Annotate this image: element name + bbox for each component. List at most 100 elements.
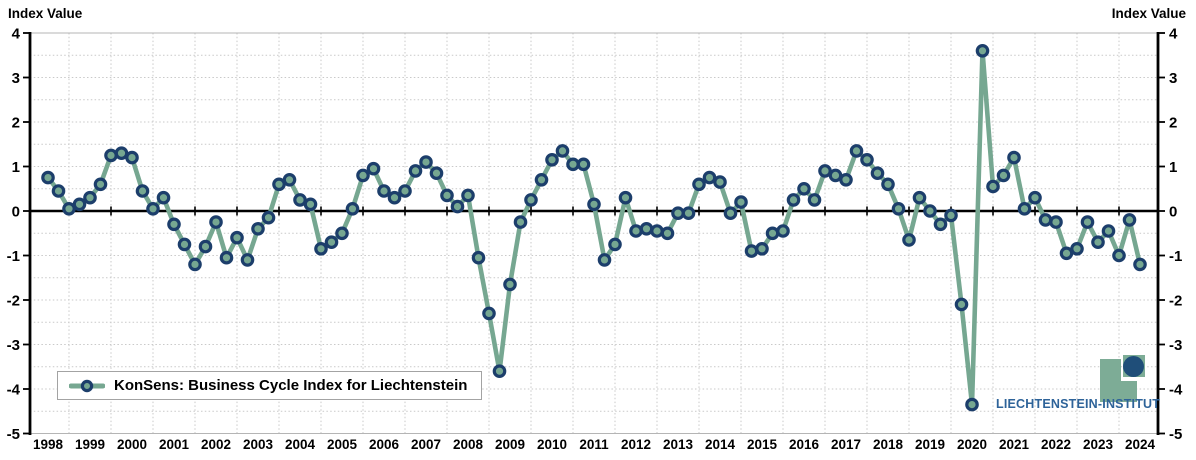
data-point — [954, 297, 969, 312]
data-point — [324, 235, 339, 249]
data-point — [744, 244, 759, 258]
data-point — [618, 190, 633, 205]
data-point — [1007, 150, 1021, 165]
data-point — [167, 217, 181, 232]
right-y-tick-label: -2 — [1169, 293, 1182, 310]
data-point — [912, 190, 927, 205]
data-point — [860, 153, 874, 167]
data-point — [671, 206, 685, 220]
year-label: 2023 — [1083, 437, 1114, 452]
year-label: 2007 — [411, 437, 441, 452]
left-y-tick-label: -4 — [7, 382, 21, 399]
data-point — [839, 173, 853, 187]
data-point — [72, 197, 87, 212]
data-point — [891, 202, 906, 216]
data-point — [135, 184, 150, 198]
data-point — [1070, 242, 1084, 256]
data-point — [797, 182, 811, 196]
year-label: 2016 — [789, 437, 820, 452]
year-label: 1998 — [33, 437, 64, 452]
year-label: 2019 — [915, 437, 945, 452]
year-label: 2010 — [537, 437, 567, 452]
data-point — [188, 257, 202, 272]
data-point — [818, 164, 832, 178]
data-point — [534, 173, 549, 187]
data-point — [156, 190, 171, 205]
data-point — [1049, 215, 1063, 229]
data-point — [471, 250, 486, 265]
logo-l-shape-base-icon — [1100, 381, 1137, 402]
data-point — [461, 188, 475, 203]
left-axis-title: Index Value — [8, 6, 83, 21]
right-y-tick-label: 0 — [1169, 204, 1177, 221]
left-y-tick-label: 1 — [12, 159, 20, 176]
data-point — [828, 168, 843, 183]
data-point — [881, 177, 895, 192]
year-label: 2024 — [1125, 437, 1156, 452]
right-y-tick-label: -3 — [1169, 337, 1182, 354]
data-point — [975, 43, 990, 58]
year-label: 2018 — [873, 437, 904, 452]
data-point — [261, 210, 276, 225]
year-label: 2021 — [999, 437, 1030, 452]
data-point — [807, 193, 822, 207]
year-label: 2012 — [621, 437, 651, 452]
data-point — [1028, 190, 1042, 205]
left-y-tick-label: -5 — [7, 426, 20, 443]
data-point — [566, 157, 580, 172]
data-point — [114, 146, 129, 160]
data-point — [419, 155, 433, 169]
data-point — [51, 184, 66, 198]
data-point — [965, 397, 979, 412]
data-point — [209, 215, 223, 229]
year-label: 2001 — [159, 437, 190, 452]
left-y-tick-label: 3 — [12, 70, 20, 87]
left-y-tick-label: -3 — [7, 337, 20, 354]
data-point — [104, 148, 118, 163]
left-y-tick-label: -2 — [7, 293, 20, 310]
data-point — [272, 177, 286, 192]
year-label: 2006 — [369, 437, 400, 452]
data-point — [387, 190, 402, 205]
year-label: 2003 — [243, 437, 274, 452]
data-point — [125, 150, 139, 165]
data-point — [450, 199, 465, 214]
data-point — [83, 190, 97, 205]
data-point — [251, 222, 265, 236]
data-point — [576, 157, 591, 172]
data-point — [429, 166, 444, 180]
data-point — [681, 206, 696, 220]
year-label: 2008 — [453, 437, 484, 452]
year-label: 2005 — [327, 437, 358, 452]
data-point — [692, 177, 706, 192]
data-point — [776, 224, 790, 238]
data-point — [1017, 202, 1032, 216]
data-point — [639, 222, 654, 236]
data-point — [240, 253, 255, 267]
left-y-tick-label: -1 — [7, 248, 20, 265]
data-point — [608, 237, 622, 252]
data-point — [314, 242, 328, 256]
right-y-tick-label: 3 — [1169, 70, 1177, 87]
right-y-tick-label: -4 — [1169, 382, 1183, 399]
year-label: 2009 — [495, 437, 525, 452]
data-point — [755, 242, 769, 256]
data-point — [923, 204, 937, 218]
data-point — [293, 193, 307, 207]
legend-marker-icon — [69, 379, 105, 392]
data-point — [230, 230, 244, 245]
data-point — [219, 250, 234, 265]
year-label: 2020 — [957, 437, 987, 452]
data-point — [734, 195, 748, 209]
year-label: 2004 — [285, 437, 316, 452]
data-point — [356, 168, 370, 183]
data-point — [408, 164, 423, 178]
data-point — [786, 193, 801, 207]
data-point — [524, 193, 538, 207]
year-label: 2015 — [747, 437, 778, 452]
year-label: 2000 — [117, 437, 147, 452]
data-point — [1101, 224, 1116, 238]
year-label: 2013 — [663, 437, 694, 452]
